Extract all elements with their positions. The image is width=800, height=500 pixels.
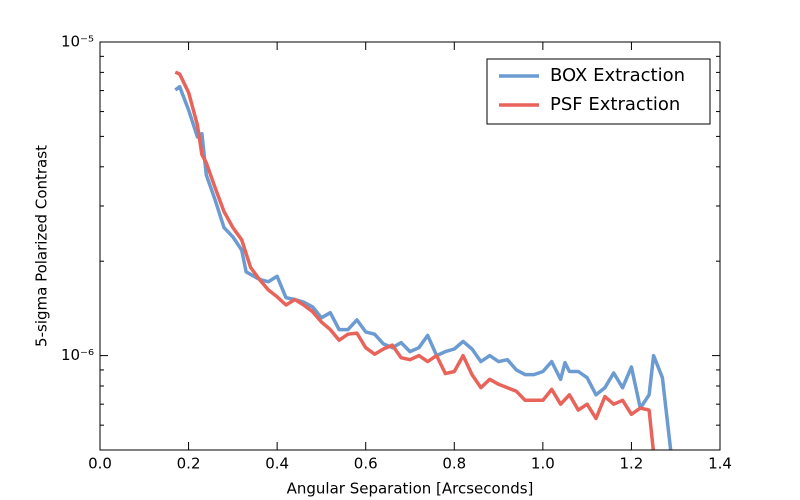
plot-area	[174, 70, 673, 450]
legend-label: BOX Extraction	[550, 65, 685, 86]
x-axis-label: Angular Separation [Arcseconds]	[287, 480, 534, 498]
plot-frame	[99, 41, 721, 451]
x-tick-label: 0.0	[88, 455, 112, 473]
x-tick-label: 0.6	[354, 455, 378, 473]
y-tick-label: 10⁻⁵	[61, 33, 94, 51]
x-tick-label: 1.4	[708, 455, 732, 473]
y-tick-label: 10⁻⁶	[61, 346, 94, 364]
legend-box	[486, 58, 711, 125]
x-tick-label: 0.4	[265, 455, 289, 473]
x-tick-label: 1.0	[531, 455, 555, 473]
line-series	[174, 84, 673, 450]
line-series	[174, 70, 656, 450]
x-tick-label: 1.2	[619, 455, 643, 473]
x-tick-label: 0.2	[177, 455, 201, 473]
x-tick-label: 0.8	[442, 455, 466, 473]
y-axis-label: 5-sigma Polarized Contrast	[33, 145, 51, 347]
legend-label: PSF Extraction	[550, 94, 680, 115]
